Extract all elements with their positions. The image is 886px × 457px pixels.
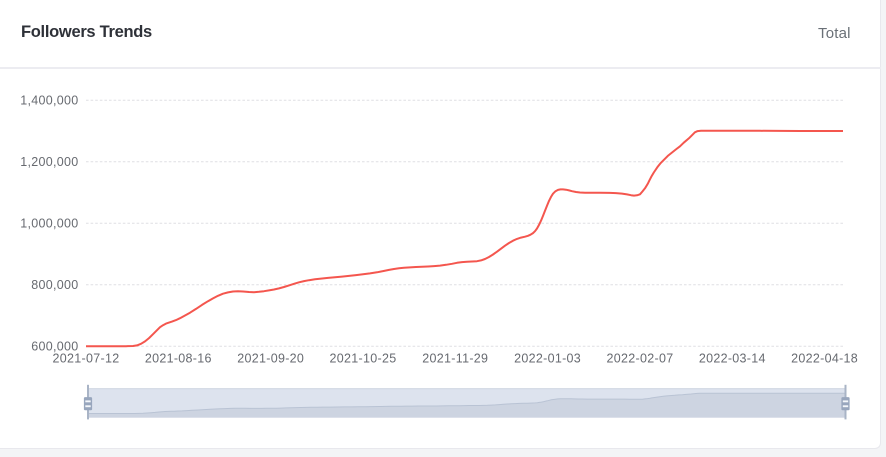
svg-text:2021-07-12: 2021-07-12 [53,352,120,366]
svg-text:800,000: 800,000 [31,278,78,292]
svg-text:2021-08-16: 2021-08-16 [145,352,212,366]
svg-text:600,000: 600,000 [31,340,78,354]
svg-text:1,200,000: 1,200,000 [20,155,78,169]
svg-text:2021-10-25: 2021-10-25 [330,352,397,366]
svg-text:2022-02-07: 2022-02-07 [607,352,674,366]
svg-text:1,000,000: 1,000,000 [20,217,78,231]
svg-text:2021-11-29: 2021-11-29 [422,352,488,366]
svg-text:2021-09-20: 2021-09-20 [237,352,304,366]
svg-text:2022-03-14: 2022-03-14 [699,352,766,366]
svg-text:2022-04-18: 2022-04-18 [791,352,858,366]
svg-text:2022-01-03: 2022-01-03 [514,352,581,366]
svg-text:1,400,000: 1,400,000 [20,94,78,108]
